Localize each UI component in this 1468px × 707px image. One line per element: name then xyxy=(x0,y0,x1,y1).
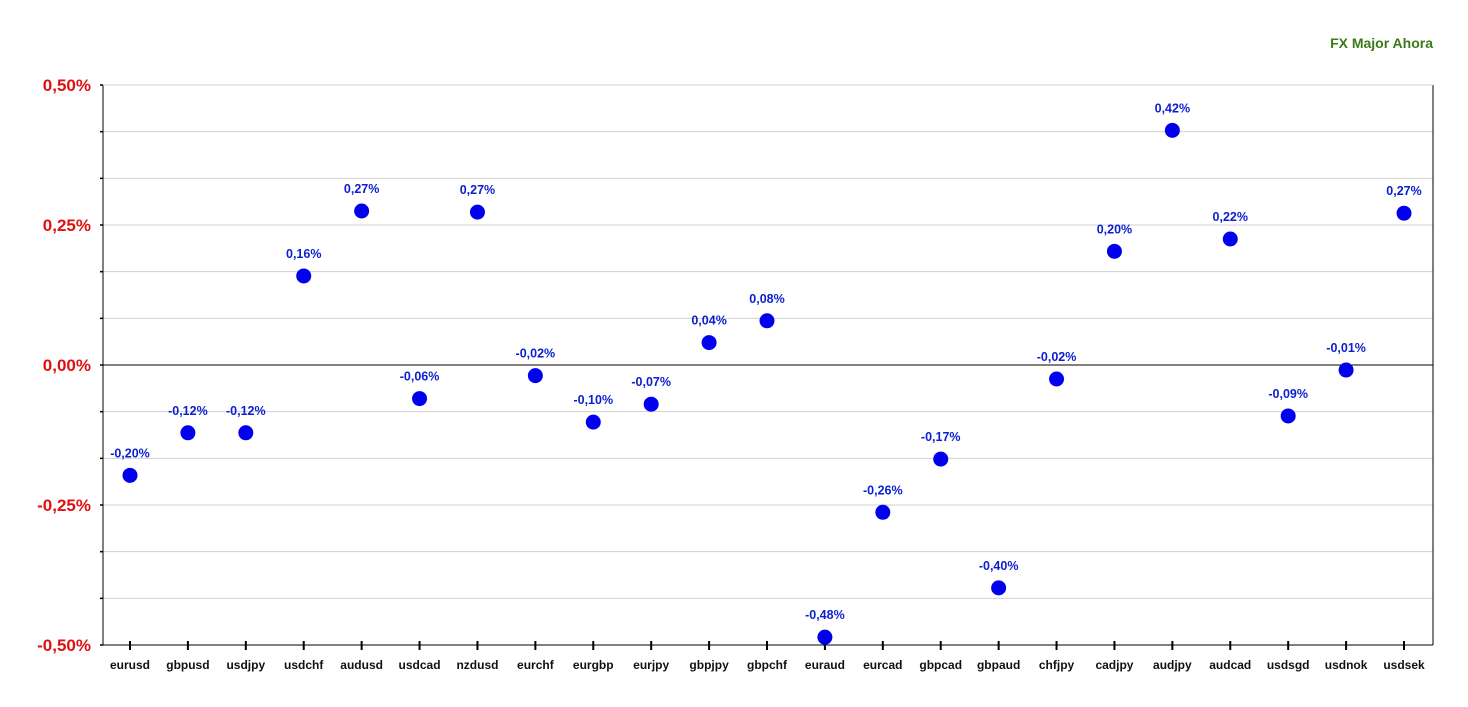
data-point xyxy=(759,313,775,329)
data-point xyxy=(817,629,833,645)
x-tick-label: audcad xyxy=(1209,658,1251,672)
x-tick-label: usdnok xyxy=(1325,658,1368,672)
x-tick-label: eurgbp xyxy=(573,658,614,672)
x-tick-label: gbpcad xyxy=(919,658,962,672)
data-labels: -0,20% -0,12% -0,12% 0,16% 0,27% -0,06% 0,27% -… xyxy=(110,101,1422,622)
data-label: -0,26% xyxy=(863,483,903,497)
data-label: -0,10% xyxy=(573,393,613,407)
x-tick-label: eurjpy xyxy=(633,658,669,672)
data-label: -0,12% xyxy=(168,404,208,418)
data-label: 0,27% xyxy=(344,182,379,196)
data-point xyxy=(1338,362,1354,378)
data-point xyxy=(1106,243,1122,259)
x-tick-label: audusd xyxy=(340,658,383,672)
y-tick-label: -0,50% xyxy=(37,636,91,655)
data-label: -0,06% xyxy=(400,370,440,384)
y-tick-label: 0,00% xyxy=(43,356,91,375)
data-label: 0,27% xyxy=(1386,184,1421,198)
x-tick-label: usdsgd xyxy=(1267,658,1310,672)
data-point xyxy=(991,580,1007,596)
data-label: 0,08% xyxy=(749,292,784,306)
x-tick-label: usdsek xyxy=(1383,658,1425,672)
x-tick-label: eurusd xyxy=(110,658,150,672)
data-label: -0,17% xyxy=(921,430,961,444)
x-tick-label: chfjpy xyxy=(1039,658,1075,672)
data-label: 0,22% xyxy=(1213,210,1248,224)
data-point xyxy=(585,414,601,430)
data-point xyxy=(1164,122,1180,138)
data-label: -0,40% xyxy=(979,559,1019,573)
data-label: -0,09% xyxy=(1268,387,1308,401)
data-point xyxy=(412,391,428,407)
x-tick-label: cadjpy xyxy=(1095,658,1133,672)
grid-lines xyxy=(103,84,1433,646)
data-label: -0,02% xyxy=(516,347,556,361)
data-point xyxy=(122,467,138,483)
data-label: -0,02% xyxy=(1037,350,1077,364)
x-tick-label: euraud xyxy=(805,658,845,672)
x-tick-label: gbpchf xyxy=(747,658,788,672)
data-label: 0,04% xyxy=(691,314,726,328)
y-tick-label: 0,50% xyxy=(43,76,91,95)
y-tick-labels: 0,50% 0,25% 0,00% -0,25% -0,50% xyxy=(37,76,91,655)
data-point xyxy=(238,425,254,441)
x-tick-label: eurchf xyxy=(517,658,555,672)
data-label: 0,27% xyxy=(460,183,495,197)
data-point xyxy=(875,504,891,520)
data-point xyxy=(527,368,543,384)
x-tick-label: eurcad xyxy=(863,658,902,672)
data-point xyxy=(469,204,485,220)
y-tick-label: -0,25% xyxy=(37,496,91,515)
x-tick-label: audjpy xyxy=(1153,658,1192,672)
x-tick-label: nzdusd xyxy=(456,658,498,672)
x-tick-labels: eurusd gbpusd usdjpy usdchf audusd usdcad nzdu… xyxy=(110,658,1425,672)
data-points xyxy=(122,122,1412,645)
chart-title: FX Major Ahora xyxy=(1330,35,1433,51)
data-point xyxy=(296,268,312,284)
data-point xyxy=(933,451,949,467)
y-tick-label: 0,25% xyxy=(43,216,91,235)
data-point xyxy=(701,335,717,351)
data-point xyxy=(1280,408,1296,424)
data-point xyxy=(1049,371,1065,387)
data-point xyxy=(1396,205,1412,221)
data-point xyxy=(354,203,370,219)
axes xyxy=(100,84,1434,650)
data-label: -0,20% xyxy=(110,446,150,460)
data-point xyxy=(643,396,659,412)
x-tick-label: gbpusd xyxy=(166,658,209,672)
data-label: 0,16% xyxy=(286,247,321,261)
data-label: -0,01% xyxy=(1326,341,1366,355)
x-tick-label: usdcad xyxy=(399,658,441,672)
x-tick-label: gbpjpy xyxy=(689,658,729,672)
data-label: -0,07% xyxy=(631,375,671,389)
data-label: -0,48% xyxy=(805,608,845,622)
x-tick-label: usdjpy xyxy=(226,658,265,672)
data-label: 0,42% xyxy=(1155,101,1190,115)
data-point xyxy=(1222,231,1238,247)
data-point xyxy=(180,425,196,441)
data-label: -0,12% xyxy=(226,404,266,418)
x-tick-label: usdchf xyxy=(284,658,324,672)
x-tick-label: gbpaud xyxy=(977,658,1020,672)
data-label: 0,20% xyxy=(1097,222,1132,236)
